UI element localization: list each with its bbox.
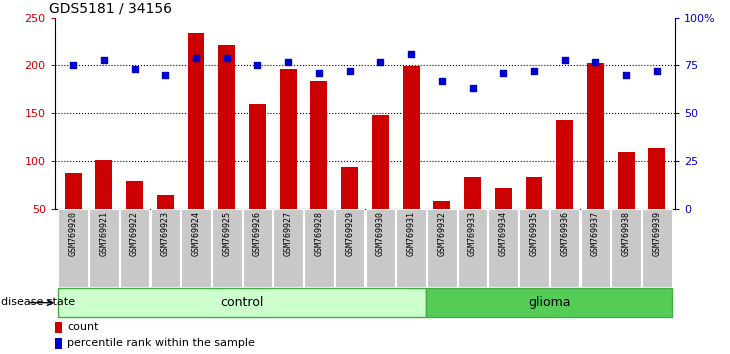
Bar	[126, 181, 143, 257]
Point	[620, 72, 632, 78]
Point	[313, 70, 325, 76]
Point	[374, 59, 386, 64]
Bar	[372, 115, 389, 257]
Point	[436, 78, 447, 84]
Bar	[488, 209, 518, 287]
Bar	[556, 120, 573, 257]
Bar	[243, 209, 272, 287]
Bar	[120, 209, 150, 287]
Bar	[58, 288, 426, 317]
Point	[67, 63, 79, 68]
Bar	[495, 188, 512, 257]
Text: GSM769924: GSM769924	[191, 211, 201, 256]
Point	[221, 55, 233, 61]
Bar	[274, 209, 303, 287]
Text: glioma: glioma	[528, 296, 571, 309]
Bar	[519, 209, 549, 287]
Point	[497, 70, 509, 76]
Point	[344, 68, 356, 74]
Bar	[150, 209, 180, 287]
Bar	[434, 201, 450, 257]
Text: GSM769939: GSM769939	[653, 211, 661, 256]
Point	[405, 51, 417, 57]
Text: GSM769920: GSM769920	[69, 211, 77, 256]
Text: GSM769928: GSM769928	[315, 211, 323, 256]
Bar	[341, 167, 358, 257]
Point	[159, 72, 171, 78]
Point	[128, 67, 140, 72]
Text: GSM769934: GSM769934	[499, 211, 508, 256]
Point	[283, 59, 294, 64]
Bar	[526, 177, 542, 257]
Text: GSM769926: GSM769926	[253, 211, 262, 256]
Text: GSM769936: GSM769936	[560, 211, 569, 256]
Bar	[249, 104, 266, 257]
Text: count: count	[67, 322, 99, 332]
Bar	[58, 209, 88, 287]
Bar	[366, 209, 395, 287]
Bar	[65, 172, 82, 257]
Bar	[55, 322, 62, 333]
Bar	[458, 209, 487, 287]
Bar	[335, 209, 364, 287]
Point	[98, 57, 110, 63]
Text: GSM769922: GSM769922	[130, 211, 139, 256]
Text: GDS5181 / 34156: GDS5181 / 34156	[48, 1, 172, 15]
Bar	[587, 63, 604, 257]
Text: GSM769927: GSM769927	[284, 211, 293, 256]
Bar	[618, 152, 634, 257]
Bar	[188, 33, 204, 257]
Text: GSM769925: GSM769925	[222, 211, 231, 256]
Bar	[426, 288, 672, 317]
Bar	[181, 209, 211, 287]
Text: GSM769930: GSM769930	[376, 211, 385, 256]
Bar	[580, 209, 610, 287]
Bar	[642, 209, 672, 287]
Bar	[212, 209, 242, 287]
Bar	[218, 45, 235, 257]
Bar	[55, 338, 62, 349]
Point	[651, 68, 663, 74]
Bar	[427, 209, 456, 287]
Text: GSM769931: GSM769931	[407, 211, 415, 256]
Text: GSM769938: GSM769938	[622, 211, 631, 256]
Text: GSM769935: GSM769935	[529, 211, 539, 256]
Bar	[157, 195, 174, 257]
Bar	[611, 209, 641, 287]
Text: GSM769933: GSM769933	[468, 211, 477, 256]
Point	[252, 63, 264, 68]
Text: GSM769921: GSM769921	[99, 211, 108, 256]
Text: GSM769932: GSM769932	[437, 211, 446, 256]
Bar	[280, 69, 296, 257]
Bar	[464, 177, 481, 257]
Point	[191, 55, 202, 61]
Bar	[96, 160, 112, 257]
Text: control: control	[220, 296, 264, 309]
Text: GSM769937: GSM769937	[591, 211, 600, 256]
Text: disease state: disease state	[1, 297, 75, 307]
Point	[466, 86, 478, 91]
Text: GSM769929: GSM769929	[345, 211, 354, 256]
Bar	[396, 209, 426, 287]
Text: percentile rank within the sample: percentile rank within the sample	[67, 338, 255, 348]
Bar	[648, 148, 665, 257]
Point	[559, 57, 571, 63]
Bar	[304, 209, 334, 287]
Text: GSM769923: GSM769923	[161, 211, 170, 256]
Point	[528, 68, 539, 74]
Bar	[550, 209, 580, 287]
Bar	[403, 67, 420, 257]
Bar	[310, 81, 327, 257]
Bar	[89, 209, 119, 287]
Point	[590, 59, 602, 64]
